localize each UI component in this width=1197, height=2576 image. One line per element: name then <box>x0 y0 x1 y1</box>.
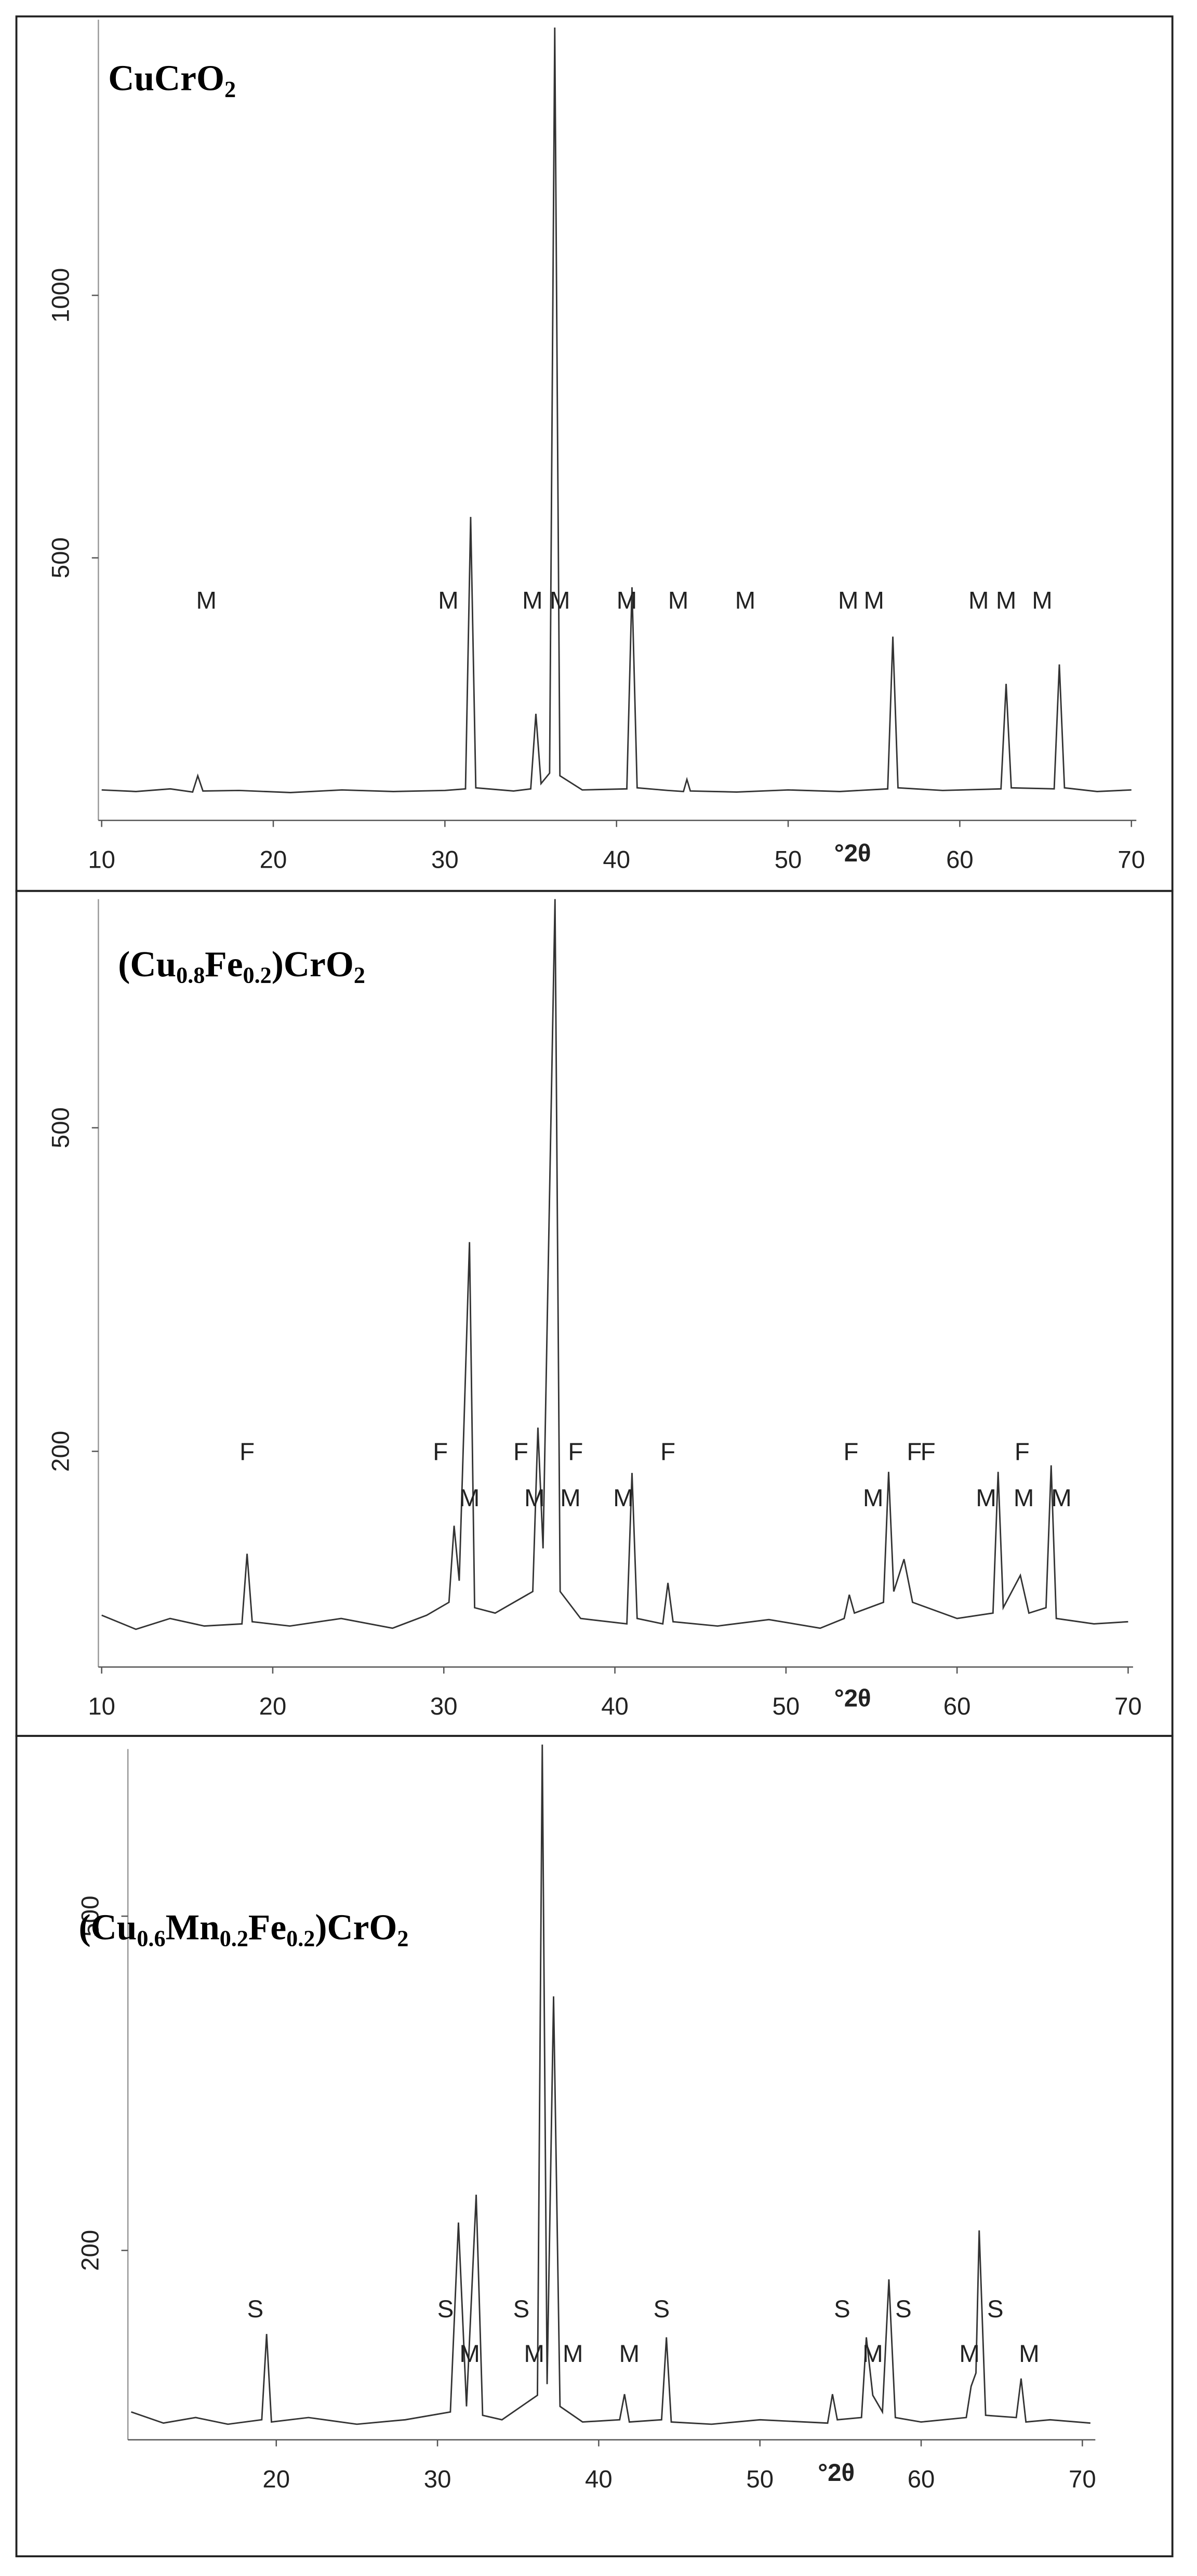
x-tick-label: 60 <box>946 846 974 874</box>
title-part: Mn <box>166 1908 220 1948</box>
peak-label: F <box>433 1438 448 1466</box>
peak-label: M <box>996 587 1016 615</box>
peak-label: M <box>864 587 884 615</box>
peak-label: M <box>976 1484 996 1512</box>
x-tick-label: 20 <box>262 2465 290 2493</box>
peak-label: F <box>513 1438 528 1466</box>
y-tick-label: 500 <box>47 537 75 578</box>
panel-frame <box>15 889 1174 1737</box>
x-tick-label: 30 <box>424 2465 451 2493</box>
peak-label: M <box>1032 587 1052 615</box>
title-part: (Cu <box>78 1908 137 1948</box>
peak-label: M <box>560 1484 580 1512</box>
panel-frame <box>15 15 1174 892</box>
peak-label: M <box>1019 2340 1039 2368</box>
peak-label: F <box>907 1438 922 1466</box>
peak-label: M <box>438 587 458 615</box>
peak-label: M <box>524 1484 544 1512</box>
y-tick-label: 200 <box>76 2230 104 2271</box>
x-tick-label: 20 <box>260 846 287 874</box>
x-axis-label: °2θ <box>834 1684 871 1712</box>
x-tick-label: 40 <box>603 846 630 874</box>
peak-label: F <box>921 1438 936 1466</box>
peak-label: M <box>735 587 755 615</box>
peak-label: M <box>968 587 989 615</box>
panel-title: (Cu0.8Fe0.2)CrO2 <box>118 945 365 988</box>
title-part: 2 <box>397 1926 408 1951</box>
peak-label: M <box>459 2340 480 2368</box>
title-part: 0.2 <box>286 1926 315 1951</box>
title-part: 0.6 <box>137 1926 165 1951</box>
peak-label: F <box>844 1438 859 1466</box>
x-tick-label: 30 <box>431 846 459 874</box>
peak-label: S <box>513 2295 530 2323</box>
peak-label: S <box>247 2295 264 2323</box>
peak-label: S <box>834 2295 850 2323</box>
title-part: 0.8 <box>176 963 205 988</box>
title-part: (Cu <box>118 945 176 985</box>
peak-label: M <box>522 587 542 615</box>
peak-label: F <box>660 1438 675 1466</box>
peak-label: S <box>437 2295 454 2323</box>
peak-label: M <box>1051 1484 1071 1512</box>
peak-label: M <box>617 587 637 615</box>
peak-label: F <box>568 1438 583 1466</box>
title-part: 0.2 <box>243 963 272 988</box>
x-tick-label: 10 <box>88 1693 115 1720</box>
title-part: CuCrO <box>108 59 224 99</box>
xrd-trace <box>131 1744 1090 2425</box>
title-part: )CrO <box>315 1908 397 1948</box>
peak-label: M <box>563 2340 583 2368</box>
peak-label: M <box>1014 1484 1034 1512</box>
title-part: Fe <box>205 945 243 985</box>
panel-frame <box>15 1735 1174 2557</box>
title-part: 2 <box>224 76 236 102</box>
x-axis-label: °2θ <box>818 2459 855 2487</box>
peak-label: M <box>959 2340 979 2368</box>
peak-label: S <box>654 2295 670 2323</box>
x-tick-label: 30 <box>430 1693 458 1720</box>
x-tick-label: 20 <box>259 1693 287 1720</box>
title-part: 0.2 <box>220 1926 248 1951</box>
title-part: Fe <box>248 1908 286 1948</box>
peak-label: F <box>1015 1438 1030 1466</box>
y-tick-label: 500 <box>76 1896 104 1937</box>
peak-label: F <box>240 1438 255 1466</box>
peak-label: S <box>895 2295 912 2323</box>
peak-label: S <box>987 2295 1004 2323</box>
x-tick-label: 50 <box>775 846 802 874</box>
title-part: 2 <box>354 963 365 988</box>
x-tick-label: 50 <box>746 2465 774 2493</box>
x-tick-label: 60 <box>908 2465 935 2493</box>
peak-label: M <box>863 1484 883 1512</box>
x-tick-label: 70 <box>1118 846 1145 874</box>
x-axis-label: °2θ <box>834 840 871 867</box>
xrd-trace <box>101 899 1128 1630</box>
peak-label: M <box>550 587 570 615</box>
x-tick-label: 40 <box>601 1693 629 1720</box>
x-tick-label: 10 <box>88 846 115 874</box>
y-tick-label: 1000 <box>47 268 75 323</box>
panel-title: (Cu0.6Mn0.2Fe0.2)CrO2 <box>78 1908 408 1951</box>
peak-label: M <box>862 2340 883 2368</box>
y-tick-label: 500 <box>47 1107 75 1148</box>
x-tick-label: 70 <box>1069 2465 1096 2493</box>
title-part: )CrO <box>272 945 354 985</box>
x-tick-label: 60 <box>943 1693 971 1720</box>
peak-label: M <box>459 1484 480 1512</box>
peak-label: M <box>838 587 858 615</box>
peak-label: M <box>613 1484 633 1512</box>
peak-label: M <box>668 587 688 615</box>
x-tick-label: 70 <box>1114 1693 1142 1720</box>
peak-label: M <box>196 587 216 615</box>
peak-label: M <box>619 2340 640 2368</box>
x-tick-label: 40 <box>585 2465 613 2493</box>
panel-title: CuCrO2 <box>108 59 236 102</box>
y-tick-label: 200 <box>47 1431 75 1472</box>
xrd-trace <box>101 28 1132 793</box>
peak-label: M <box>524 2340 544 2368</box>
x-tick-label: 50 <box>773 1693 800 1720</box>
